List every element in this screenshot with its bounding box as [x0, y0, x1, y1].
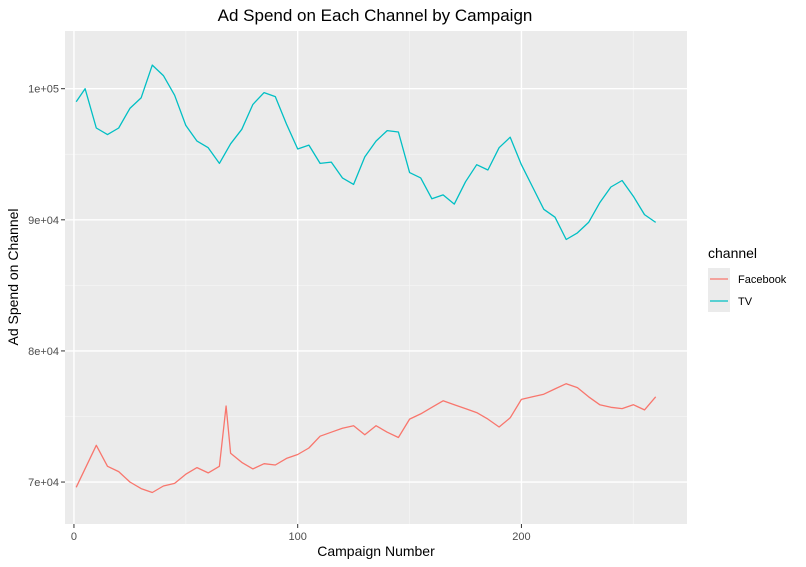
series-lines — [75, 64, 657, 494]
y-tick-label: 1e+05 — [28, 84, 59, 96]
y-tick-label: 9e+04 — [28, 215, 59, 227]
major-gridlines — [65, 31, 687, 524]
x-tick-label: 100 — [289, 531, 307, 543]
legend-title: channel — [708, 245, 757, 261]
y-tick-label: 7e+04 — [28, 477, 59, 489]
series-line-facebook — [75, 383, 657, 494]
legend-items: Facebook TV — [708, 268, 787, 312]
chart-title: Ad Spend on Each Channel by Campaign — [218, 6, 533, 25]
y-axis: 7e+04 8e+04 9e+04 1e+05 — [28, 84, 65, 489]
x-tick-label: 200 — [512, 531, 530, 543]
x-tick-label: 0 — [71, 531, 77, 543]
x-axis: 0 100 200 — [71, 524, 531, 543]
legend: channel Facebook TV — [708, 245, 787, 312]
y-tick-label: 8e+04 — [28, 346, 59, 358]
legend-label-facebook: Facebook — [738, 274, 787, 286]
x-axis-title: Campaign Number — [317, 543, 435, 559]
plot-panel — [65, 31, 687, 524]
y-axis-title: Ad Spend on Channel — [5, 209, 21, 346]
minor-gridlines — [65, 31, 687, 524]
legend-label-tv: TV — [738, 296, 753, 308]
series-line-tv — [75, 64, 657, 241]
